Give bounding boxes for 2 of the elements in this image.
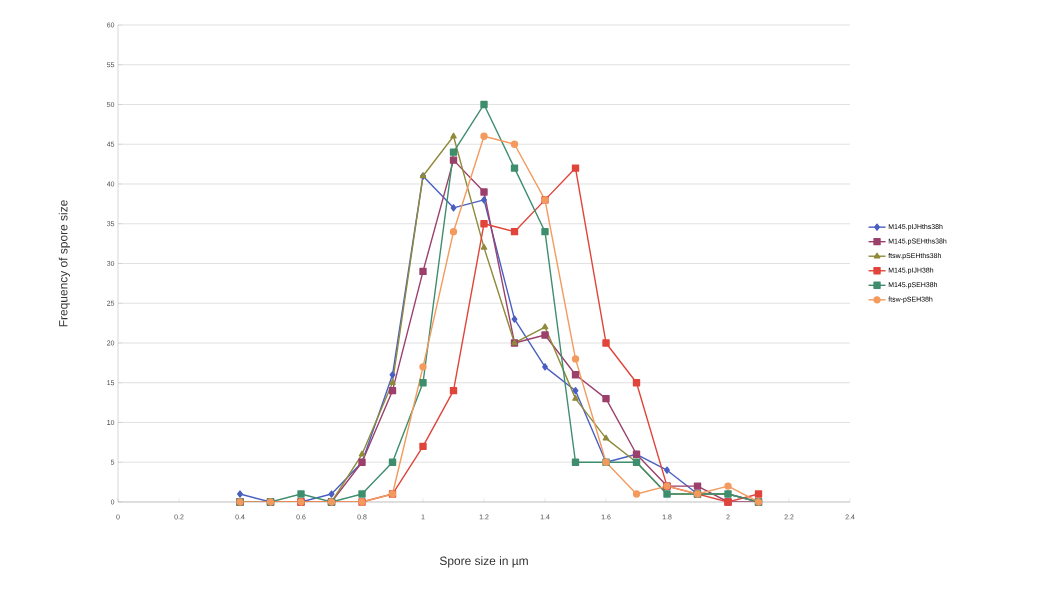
y-axis-title: Frequency of spore size xyxy=(58,200,70,327)
x-axis-title: Spore size in µm xyxy=(439,556,528,568)
